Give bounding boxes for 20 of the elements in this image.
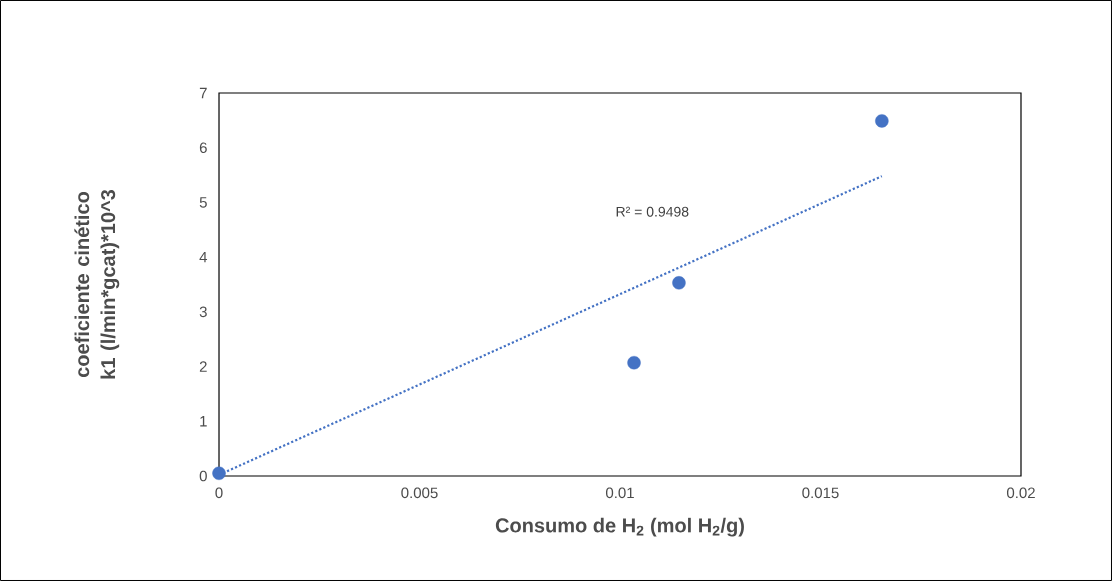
y-tick-label: 3 <box>199 306 207 318</box>
x-tick-label: 0.005 <box>401 487 438 499</box>
point <box>627 356 641 370</box>
point <box>875 114 889 128</box>
x-tick-label: 0.015 <box>802 487 839 499</box>
y-tick-label: 6 <box>199 142 207 154</box>
x-axis-title: Consumo de H$_{2}$ (mol H$_{2}$/g) <box>495 517 744 537</box>
y-tick-label: 1 <box>200 416 207 427</box>
y-tick-label: 2 <box>199 361 207 372</box>
y-tick-label: 7 <box>199 87 207 99</box>
annotation: R² = 0.9498 <box>616 206 689 217</box>
point <box>672 276 686 290</box>
y-tick-label: 0 <box>199 470 207 482</box>
y-tick-label: 5 <box>199 197 207 208</box>
point <box>212 466 226 480</box>
x-tick-label: 0.02 <box>1006 487 1035 499</box>
y-tick-label: 4 <box>199 251 208 263</box>
y-axis-title: coeficiente cinético k1 (l/min*gcat)*10^3 <box>74 189 120 379</box>
x-tick-label: 0 <box>215 487 223 499</box>
x-tick-label: 0.01 <box>605 487 634 499</box>
